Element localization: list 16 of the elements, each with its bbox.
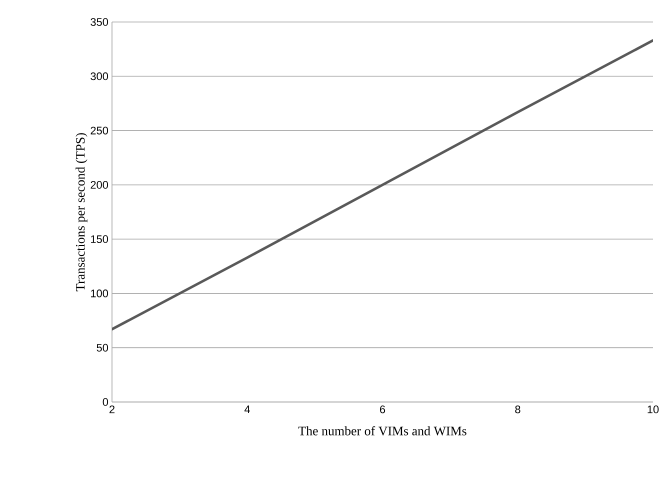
line-series (112, 39, 653, 331)
y-tick-label: 250 (90, 126, 108, 134)
y-tick-label: 300 (90, 72, 108, 80)
y-tick-label: 350 (90, 18, 108, 26)
x-tick-label: 2 (110, 406, 114, 414)
x-tick-label: 10 (648, 406, 659, 414)
y-tick-label: 100 (91, 290, 108, 298)
x-axis-title: The number of VIMs and WIMs (298, 426, 466, 436)
y-tick-label: 50 (96, 344, 108, 352)
y-axis-title: Transactions per second (TPS) (76, 133, 88, 292)
x-tick-label: 6 (380, 406, 386, 414)
x-tick-label: 4 (244, 406, 250, 414)
y-tick-label: 0 (102, 398, 108, 406)
y-tick-label: 150 (91, 235, 108, 244)
x-tick-label: 8 (515, 406, 520, 414)
y-tick-label: 200 (90, 180, 108, 189)
